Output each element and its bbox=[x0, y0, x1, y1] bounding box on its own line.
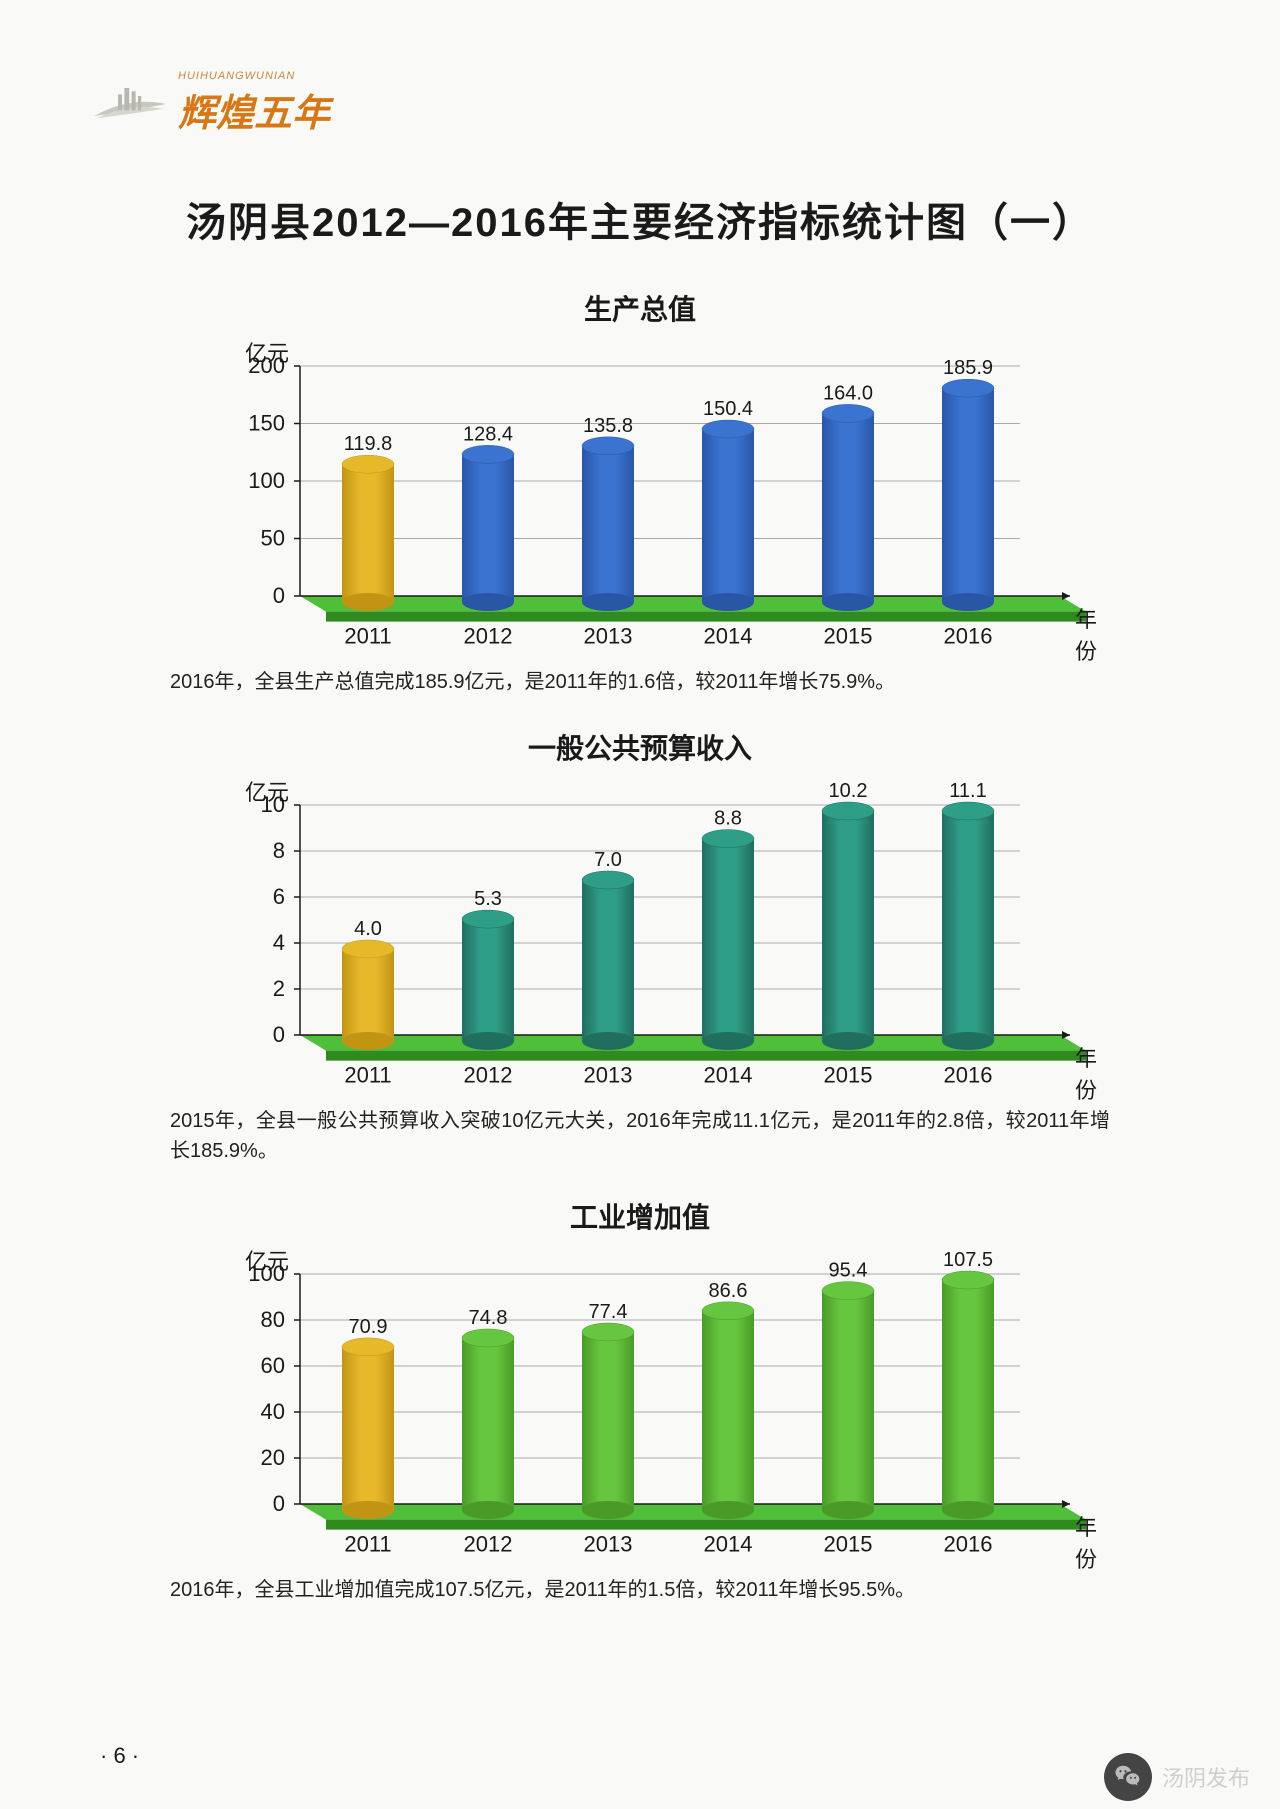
svg-text:2015: 2015 bbox=[824, 1532, 873, 1557]
logo-pinyin: HUIHUANGWUNIAN bbox=[178, 70, 330, 82]
chart-block-0: 生产总值050100150200 119.82011 128.42012 bbox=[90, 288, 1190, 697]
svg-text:119.8: 119.8 bbox=[344, 433, 393, 455]
svg-text:50: 50 bbox=[261, 526, 285, 551]
svg-text:185.9: 185.9 bbox=[943, 357, 993, 379]
wechat-avatar-icon bbox=[1104, 1753, 1152, 1801]
svg-text:2015: 2015 bbox=[824, 624, 873, 649]
logo-text: HUIHUANGWUNIAN 辉煌五年 bbox=[178, 70, 330, 137]
svg-text:2016: 2016 bbox=[944, 1532, 993, 1557]
svg-text:107.5: 107.5 bbox=[943, 1249, 993, 1271]
charts-container: 生产总值050100150200 119.82011 128.42012 bbox=[90, 288, 1190, 1605]
svg-text:100: 100 bbox=[248, 468, 285, 493]
svg-text:2013: 2013 bbox=[584, 1532, 633, 1557]
footer-source-text: 汤阴发布 bbox=[1162, 1761, 1250, 1793]
svg-text:2013: 2013 bbox=[584, 1063, 633, 1088]
svg-text:0: 0 bbox=[273, 1022, 285, 1047]
svg-text:77.4: 77.4 bbox=[589, 1301, 628, 1323]
svg-text:2014: 2014 bbox=[704, 1063, 753, 1088]
svg-text:2016: 2016 bbox=[944, 1063, 993, 1088]
footer-source: 汤阴发布 bbox=[1104, 1753, 1250, 1801]
svg-text:2011: 2011 bbox=[344, 1532, 391, 1557]
svg-text:150.4: 150.4 bbox=[703, 398, 753, 420]
svg-text:7.0: 7.0 bbox=[594, 849, 622, 871]
chart-title: 一般公共预算收入 bbox=[90, 727, 1190, 767]
svg-text:20: 20 bbox=[261, 1445, 285, 1470]
svg-text:8.8: 8.8 bbox=[714, 808, 742, 830]
svg-text:2013: 2013 bbox=[584, 624, 633, 649]
svg-text:40: 40 bbox=[261, 1399, 285, 1424]
chart-caption: 2015年，全县一般公共预算收入突破10亿元大关，2016年完成11.1亿元，是… bbox=[170, 1106, 1110, 1166]
svg-text:6: 6 bbox=[273, 884, 285, 909]
svg-text:0: 0 bbox=[273, 583, 285, 608]
svg-text:2015: 2015 bbox=[824, 1063, 873, 1088]
svg-text:150: 150 bbox=[248, 411, 285, 436]
svg-text:11.1: 11.1 bbox=[949, 780, 986, 802]
svg-text:2014: 2014 bbox=[704, 624, 753, 649]
svg-text:2012: 2012 bbox=[464, 1532, 513, 1557]
svg-text:2014: 2014 bbox=[704, 1532, 753, 1557]
svg-text:86.6: 86.6 bbox=[709, 1280, 748, 1302]
svg-text:60: 60 bbox=[261, 1353, 285, 1378]
chart-title: 工业增加值 bbox=[90, 1196, 1190, 1236]
chart-caption: 2016年，全县生产总值完成185.9亿元，是2011年的1.6倍，较2011年… bbox=[170, 667, 1110, 697]
y-axis-label: 亿元 bbox=[245, 775, 289, 807]
y-axis-label: 亿元 bbox=[245, 1244, 289, 1276]
x-axis-label: 年份 bbox=[1075, 602, 1097, 666]
chart-wrap: 020406080100 70.92011 74.82012 bbox=[190, 1244, 1090, 1569]
svg-text:0: 0 bbox=[273, 1491, 285, 1516]
svg-text:2016: 2016 bbox=[944, 624, 993, 649]
chart-block-1: 一般公共预算收入0246810 4.02011 5.32012 bbox=[90, 727, 1190, 1166]
x-axis-label: 年份 bbox=[1075, 1510, 1097, 1574]
page: HUIHUANGWUNIAN 辉煌五年 汤阴县2012—2016年主要经济指标统… bbox=[0, 0, 1280, 1809]
x-axis-label: 年份 bbox=[1075, 1041, 1097, 1105]
chart-caption: 2016年，全县工业增加值完成107.5亿元，是2011年的1.5倍，较2011… bbox=[170, 1575, 1110, 1605]
svg-text:4: 4 bbox=[273, 930, 285, 955]
svg-text:74.8: 74.8 bbox=[469, 1307, 508, 1329]
logo: HUIHUANGWUNIAN 辉煌五年 bbox=[90, 70, 330, 137]
main-title: 汤阴县2012—2016年主要经济指标统计图（一） bbox=[90, 190, 1190, 248]
svg-text:70.9: 70.9 bbox=[349, 1316, 388, 1338]
chart-wrap: 050100150200 119.82011 128.42012 bbox=[190, 336, 1090, 661]
svg-text:2011: 2011 bbox=[344, 1063, 391, 1088]
svg-text:80: 80 bbox=[261, 1307, 285, 1332]
svg-text:2: 2 bbox=[273, 976, 285, 1001]
svg-text:2011: 2011 bbox=[344, 624, 391, 649]
svg-text:2012: 2012 bbox=[464, 624, 513, 649]
svg-text:164.0: 164.0 bbox=[823, 382, 873, 404]
svg-text:8: 8 bbox=[273, 838, 285, 863]
svg-text:135.8: 135.8 bbox=[583, 415, 633, 437]
logo-cn: 辉煌五年 bbox=[178, 82, 330, 137]
chart-wrap: 0246810 4.02011 5.32012 bbox=[190, 775, 1090, 1100]
svg-text:4.0: 4.0 bbox=[354, 918, 382, 940]
logo-swoosh-icon bbox=[90, 79, 170, 129]
svg-text:10.2: 10.2 bbox=[829, 780, 868, 802]
chart-block-2: 工业增加值020406080100 70.92011 74.82012 bbox=[90, 1196, 1190, 1605]
svg-text:128.4: 128.4 bbox=[463, 423, 513, 445]
svg-text:2012: 2012 bbox=[464, 1063, 513, 1088]
svg-text:95.4: 95.4 bbox=[829, 1260, 868, 1282]
y-axis-label: 亿元 bbox=[245, 336, 289, 368]
svg-text:5.3: 5.3 bbox=[474, 888, 502, 910]
chart-title: 生产总值 bbox=[90, 288, 1190, 328]
page-number: · 6 · bbox=[100, 1743, 139, 1769]
